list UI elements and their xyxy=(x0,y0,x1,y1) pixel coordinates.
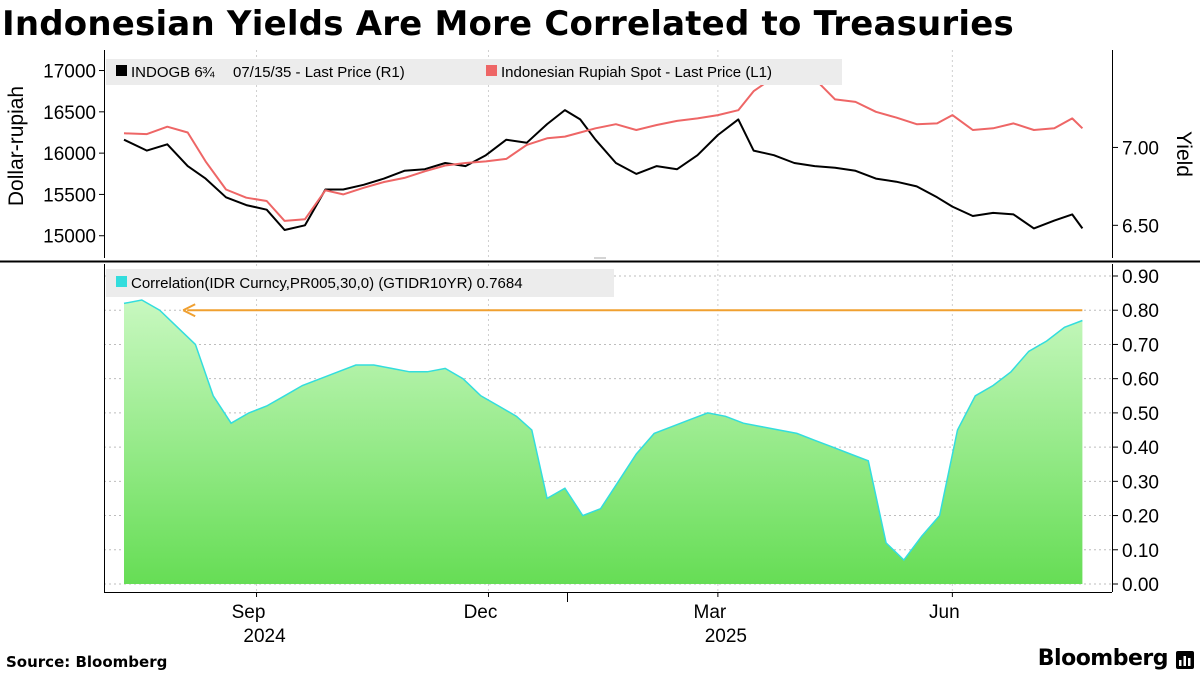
bottom-panel-axes: 0.00 0.10 0.20 0.30 0.40 0.50 0.60 0.70 0.80 0.90 xyxy=(104,264,1159,596)
bot-right-tick-label-7: 0.70 xyxy=(1122,335,1159,356)
bot-right-tick-label-1: 0.10 xyxy=(1122,541,1159,562)
bloomberg-chart-icon xyxy=(1176,651,1194,669)
correlation-line xyxy=(123,299,1083,562)
x-year-label-2025: 2025 xyxy=(705,626,747,647)
bot-right-tick-label-8: 0.80 xyxy=(1122,301,1159,322)
series-line-rupiah xyxy=(123,76,1084,222)
legend-label-correlation: Correlation(IDR Curncy,PR005,30,0) (GTID… xyxy=(131,275,523,292)
x-tick-label-mar: Mar xyxy=(694,602,727,623)
left-tick-label-1: 15500 xyxy=(43,185,96,206)
right-tick-label-0: 6.50 xyxy=(1122,216,1159,237)
bot-right-tick-label-2: 0.20 xyxy=(1122,507,1159,528)
left-tick-label-4: 17000 xyxy=(43,62,96,83)
x-year-label-2024: 2024 xyxy=(243,626,286,647)
source-note: Source: Bloomberg xyxy=(6,653,168,671)
left-tick-label-3: 16500 xyxy=(43,103,96,124)
legend-label-bond-suffix: 07/15/35 - Last Price (R1) xyxy=(233,64,405,81)
right-tick-label-1: 7.00 xyxy=(1122,138,1159,159)
legend-label-rupiah: Indonesian Rupiah Spot - Last Price (L1) xyxy=(501,64,772,81)
bloomberg-logo: Bloomberg xyxy=(1037,646,1169,671)
chart-title: Indonesian Yields Are More Correlated to… xyxy=(2,4,1014,44)
bot-right-tick-label-3: 0.30 xyxy=(1122,472,1159,493)
annotation-arrow-head xyxy=(182,303,196,318)
bot-right-tick-label-9: 0.90 xyxy=(1122,267,1159,288)
bottom-panel-area xyxy=(123,299,1083,584)
right-axis-title: Yield xyxy=(1172,131,1195,177)
legend-swatch-correlation xyxy=(116,276,127,287)
top-panel-axes: 15000 15500 16000 16500 17000 6.50 7.00 xyxy=(43,50,1159,258)
bottom-panel-annotation xyxy=(182,303,1083,318)
legend-swatch-bond xyxy=(116,65,127,76)
x-tick-label-sep: Sep xyxy=(232,602,266,623)
left-axis-title: Dollar-rupiah xyxy=(5,86,28,206)
top-panel-lines xyxy=(123,76,1084,231)
bot-right-tick-label-0: 0.00 xyxy=(1122,575,1159,596)
x-tick-label-dec: Dec xyxy=(464,602,498,623)
bottom-panel-legend: Correlation(IDR Curncy,PR005,30,0) (GTID… xyxy=(106,269,614,297)
bot-right-tick-label-5: 0.50 xyxy=(1122,404,1159,425)
left-tick-label-0: 15000 xyxy=(43,227,96,248)
correlation-area-fill xyxy=(124,300,1083,584)
bot-right-tick-label-4: 0.40 xyxy=(1122,438,1159,459)
legend-label-bond-prefix: INDOGB 6 xyxy=(131,64,203,81)
legend-label-bond-fraction: ¾ xyxy=(202,64,215,81)
bot-right-tick-label-6: 0.60 xyxy=(1122,370,1159,391)
series-line-bond-yield xyxy=(123,109,1084,231)
x-axis: Sep Dec Mar Jun 2024 2025 xyxy=(104,592,1112,647)
x-tick-label-jun: Jun xyxy=(929,602,960,623)
legend-swatch-rupiah xyxy=(486,65,497,76)
left-tick-label-2: 16000 xyxy=(43,144,96,165)
top-panel-legend: INDOGB 6 ¾ 07/15/35 - Last Price (R1) In… xyxy=(106,59,842,85)
